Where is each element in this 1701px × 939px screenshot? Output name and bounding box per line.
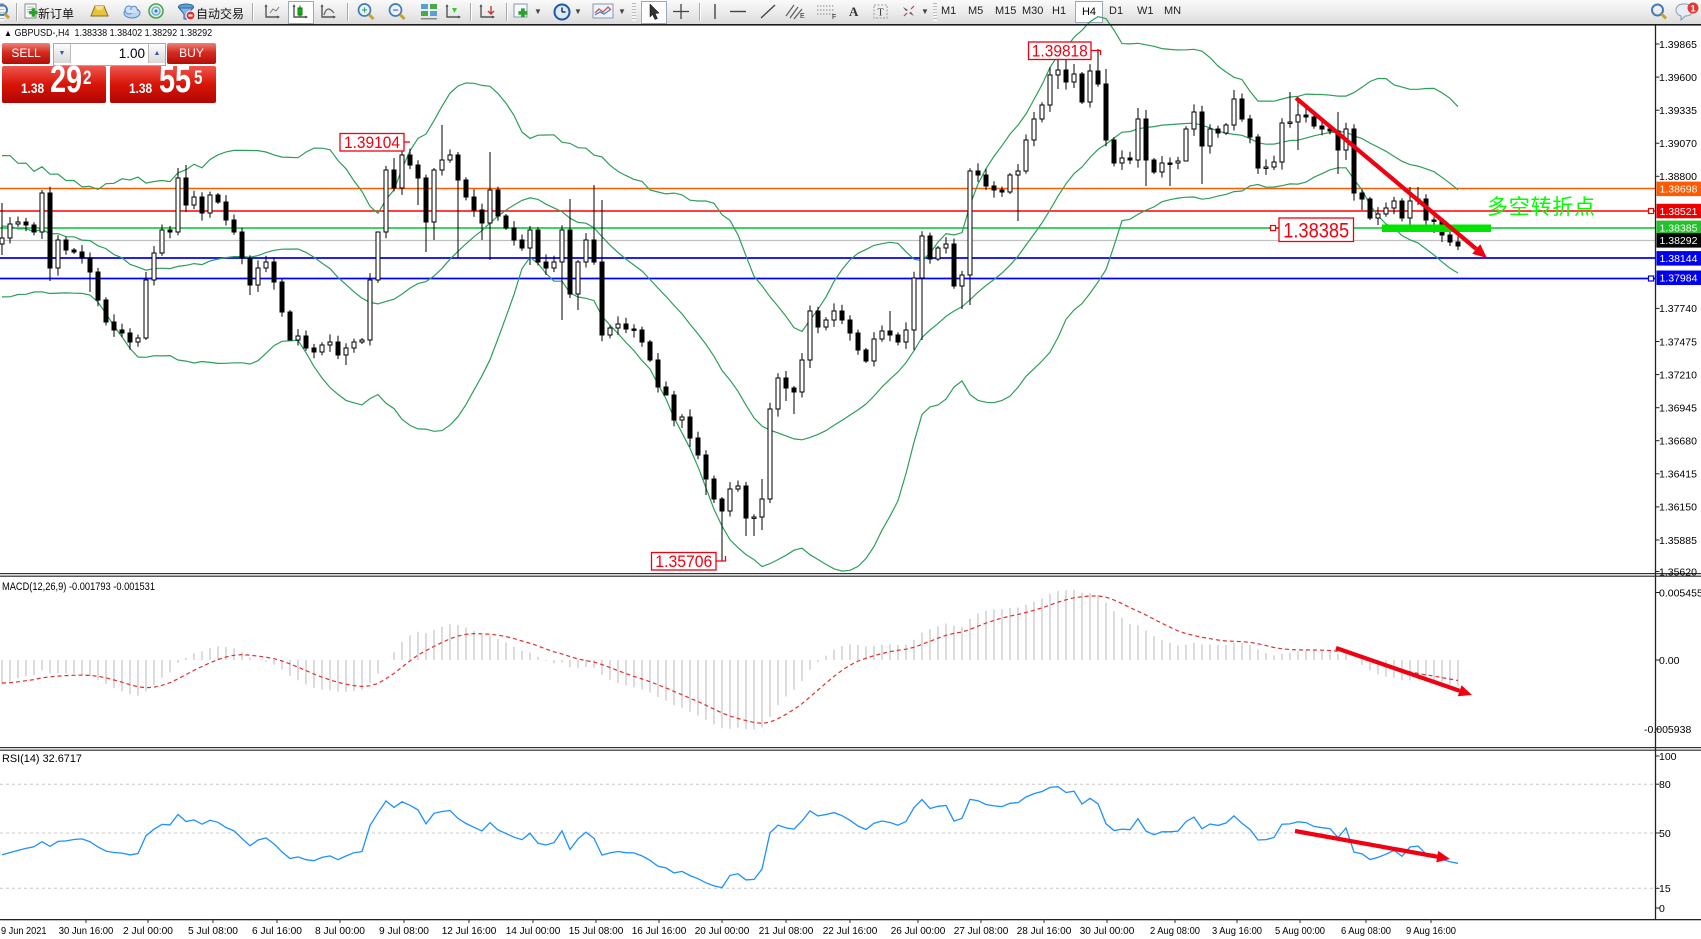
svg-text:-0.005938: -0.005938 xyxy=(1644,724,1691,736)
svg-text:30 Jun 16:00: 30 Jun 16:00 xyxy=(59,926,114,937)
svg-text:28 Jul 16:00: 28 Jul 16:00 xyxy=(1017,926,1072,937)
svg-text:1.39865: 1.39865 xyxy=(1659,39,1697,51)
svg-text:15 Jul 08:00: 15 Jul 08:00 xyxy=(569,926,624,937)
svg-text:3 Aug 16:00: 3 Aug 16:00 xyxy=(1212,926,1262,937)
svg-text:1.37740: 1.37740 xyxy=(1659,303,1697,315)
svg-text:RSI(14) 32.6717: RSI(14) 32.6717 xyxy=(2,753,82,765)
svg-text:1.35620: 1.35620 xyxy=(1659,566,1697,578)
svg-text:F: F xyxy=(832,14,836,20)
svg-text:1.39070: 1.39070 xyxy=(1659,138,1697,150)
svg-text:1.37210: 1.37210 xyxy=(1659,369,1697,381)
svg-text:30 Jul 00:00: 30 Jul 00:00 xyxy=(1080,926,1135,937)
svg-text:1.36150: 1.36150 xyxy=(1659,502,1697,514)
svg-text:21 Jul 08:00: 21 Jul 08:00 xyxy=(759,926,814,937)
svg-text:6 Jul 16:00: 6 Jul 16:00 xyxy=(252,926,302,937)
svg-text:5 Jul 08:00: 5 Jul 08:00 xyxy=(188,926,238,937)
svg-text:1.35706: 1.35706 xyxy=(655,553,712,571)
svg-text:1.39335: 1.39335 xyxy=(1659,105,1697,117)
svg-text:80: 80 xyxy=(1659,779,1671,791)
svg-text:1.39104: 1.39104 xyxy=(344,134,400,152)
svg-text:MACD(12,26,9) -0.001793 -0.001: MACD(12,26,9) -0.001793 -0.001531 xyxy=(2,581,155,593)
svg-text:9 Aug 16:00: 9 Aug 16:00 xyxy=(1406,926,1456,937)
svg-text:E: E xyxy=(800,13,805,20)
svg-text:14 Jul 00:00: 14 Jul 00:00 xyxy=(506,926,561,937)
svg-text:16 Jul 16:00: 16 Jul 16:00 xyxy=(632,926,687,937)
svg-text:9 Jul 08:00: 9 Jul 08:00 xyxy=(379,926,429,937)
svg-text:1.36680: 1.36680 xyxy=(1659,436,1697,448)
svg-text:1.38698: 1.38698 xyxy=(1660,184,1698,196)
svg-text:0.00: 0.00 xyxy=(1659,655,1680,667)
svg-text:9 Jun 2021: 9 Jun 2021 xyxy=(1,926,47,937)
svg-text:26 Jul 00:00: 26 Jul 00:00 xyxy=(891,926,946,937)
svg-text:1.38800: 1.38800 xyxy=(1659,171,1697,183)
svg-text:1: 1 xyxy=(1690,4,1695,14)
svg-text:6 Aug 08:00: 6 Aug 08:00 xyxy=(1341,926,1391,937)
svg-text:多空转折点: 多空转折点 xyxy=(1487,196,1595,219)
svg-text:100: 100 xyxy=(1659,751,1677,763)
svg-text:+: + xyxy=(362,6,368,17)
svg-text:1.38144: 1.38144 xyxy=(1660,253,1698,265)
svg-text:50: 50 xyxy=(1659,828,1671,840)
svg-text:15: 15 xyxy=(1659,883,1671,895)
svg-text:1.38385: 1.38385 xyxy=(1660,223,1698,235)
svg-text:8 Jul 00:00: 8 Jul 00:00 xyxy=(315,926,365,937)
svg-text:0: 0 xyxy=(1659,903,1665,915)
svg-text:1.37475: 1.37475 xyxy=(1659,336,1697,348)
svg-text:T: T xyxy=(877,8,883,19)
svg-text:1.35885: 1.35885 xyxy=(1659,535,1697,547)
svg-text:2 Jul 00:00: 2 Jul 00:00 xyxy=(123,926,173,937)
svg-text:2 Aug 08:00: 2 Aug 08:00 xyxy=(1150,926,1200,937)
svg-text:1.38292: 1.38292 xyxy=(1660,235,1698,247)
svg-text:1.38521: 1.38521 xyxy=(1660,206,1698,218)
svg-text:1.36415: 1.36415 xyxy=(1659,469,1697,481)
svg-text:−: − xyxy=(393,6,399,17)
svg-text:1.38385: 1.38385 xyxy=(1283,219,1349,242)
svg-text:22 Jul 16:00: 22 Jul 16:00 xyxy=(823,926,878,937)
svg-text:1.39818: 1.39818 xyxy=(1032,43,1088,61)
svg-text:12 Jul 16:00: 12 Jul 16:00 xyxy=(442,926,497,937)
svg-text:1.39600: 1.39600 xyxy=(1659,72,1697,84)
svg-text:0.005455: 0.005455 xyxy=(1659,587,1701,599)
svg-text:27 Jul 08:00: 27 Jul 08:00 xyxy=(954,926,1009,937)
svg-text:1.36945: 1.36945 xyxy=(1659,403,1697,415)
svg-text:5 Aug 00:00: 5 Aug 00:00 xyxy=(1275,926,1325,937)
svg-text:20 Jul 00:00: 20 Jul 00:00 xyxy=(695,926,750,937)
svg-text:1.37984: 1.37984 xyxy=(1660,273,1698,285)
